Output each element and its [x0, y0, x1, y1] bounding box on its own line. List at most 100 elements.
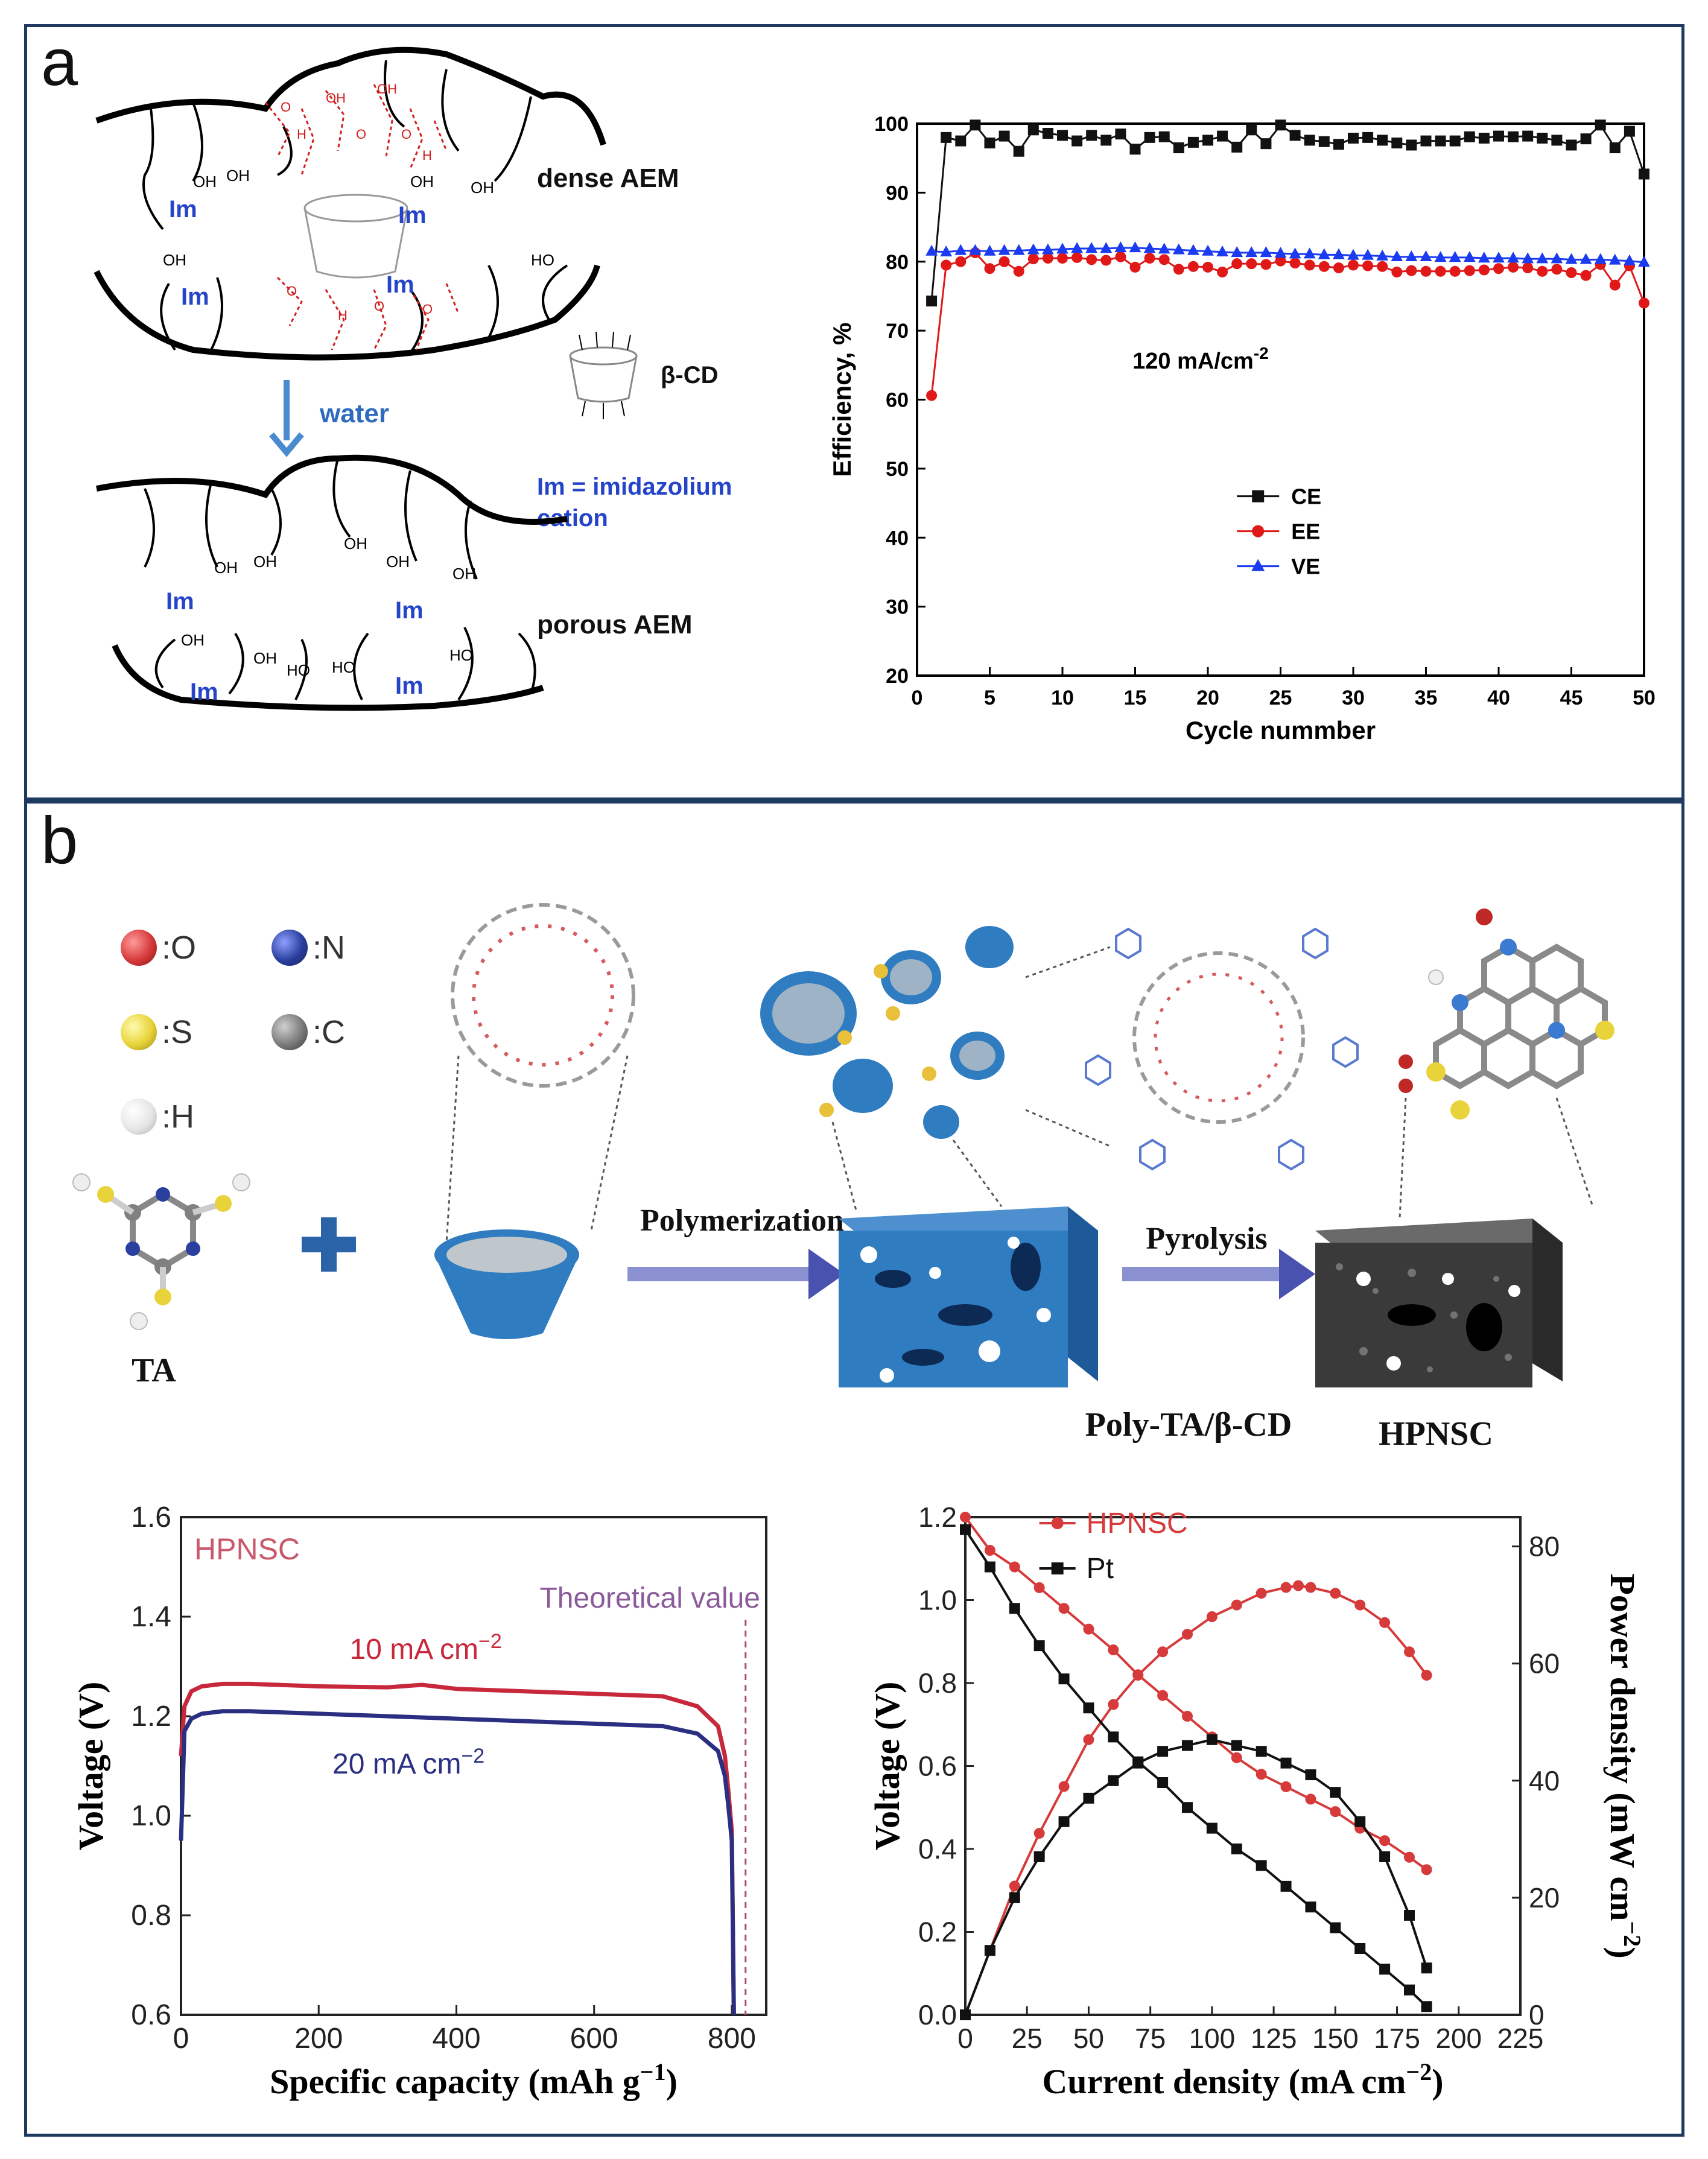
- im-label: Im: [181, 284, 209, 310]
- data-point-pt-power: [1033, 1851, 1045, 1862]
- data-point-pt-power: [1009, 1892, 1020, 1903]
- data-point-hpnsc: [984, 1545, 995, 1556]
- data-point-ce: [1493, 130, 1504, 142]
- y-axis-label: Voltage (V): [71, 1682, 110, 1851]
- o-label: O: [281, 100, 291, 115]
- data-point-ee: [1609, 279, 1621, 291]
- data-point-ee: [1231, 258, 1243, 270]
- atom-legend: :O :N :S :C :H: [121, 929, 434, 1170]
- y2-tick-label: 20: [1529, 1882, 1560, 1913]
- plot-frame: [964, 1516, 1522, 2016]
- data-point-pt-power: [1256, 1746, 1267, 1757]
- legend-label-pt: Pt: [1087, 1553, 1114, 1585]
- data-point-ee: [1057, 253, 1068, 264]
- h-label: H: [297, 127, 306, 142]
- data-point-ce: [970, 119, 981, 131]
- x-tick-label: 5: [984, 686, 995, 709]
- s-atom-icon: [121, 1014, 157, 1050]
- y2-tick-label: 0: [1529, 1999, 1545, 2031]
- x-tick-label: 45: [1560, 686, 1583, 709]
- data-point-pt: [1083, 1702, 1094, 1714]
- data-point-ee: [1406, 265, 1417, 276]
- data-point-hpnsc: [1421, 1864, 1432, 1875]
- data-point-pt-power: [1206, 1734, 1218, 1745]
- data-point-ve: [1158, 243, 1170, 254]
- data-point-ce: [1333, 139, 1344, 150]
- pyrolysis-arrow: [1122, 1249, 1315, 1299]
- dense-aem-boundary-top: [95, 46, 606, 146]
- data-point-pt-power: [984, 1945, 995, 1956]
- data-point-ve: [998, 244, 1011, 255]
- data-point-ee: [1464, 265, 1475, 276]
- legend-label-hpnsc: HPNSC: [1087, 1507, 1188, 1539]
- data-point-pt-power: [1379, 1851, 1391, 1862]
- x-tick-label: 15: [1124, 686, 1147, 709]
- data-point-pt-power: [1354, 1816, 1366, 1827]
- data-point-pt: [1108, 1731, 1119, 1743]
- data-point-ce: [1158, 131, 1170, 142]
- data-point-ve: [1420, 250, 1432, 261]
- data-point-hpnsc-power: [1231, 1599, 1242, 1611]
- data-point-pt: [1404, 1984, 1415, 1996]
- plus-icon: [302, 1217, 356, 1272]
- data-point-pt: [1354, 1943, 1366, 1954]
- data-point-ce: [1071, 135, 1083, 147]
- porous-aem-label: porous AEM: [537, 610, 692, 639]
- data-point-pt: [1421, 2001, 1432, 2012]
- data-point-ve: [1638, 256, 1650, 267]
- x-axis-label: Current density (mA cm−2): [1042, 2058, 1443, 2101]
- plot-frame: [180, 1516, 767, 2016]
- data-point-ce: [1042, 128, 1053, 139]
- data-point-ve: [1187, 244, 1199, 255]
- data-point-pt-power: [1421, 1962, 1432, 1974]
- data-point-ee: [1304, 259, 1315, 271]
- legend-n-label: :N: [313, 930, 345, 966]
- data-point-ce: [1624, 125, 1635, 137]
- data-point-ce: [941, 132, 952, 143]
- oh-label: OH: [163, 251, 186, 269]
- data-point-ee: [1566, 267, 1577, 279]
- data-point-ce: [1289, 130, 1301, 141]
- data-point-ce: [1420, 135, 1432, 147]
- data-point-ee: [1449, 265, 1461, 277]
- x-tick-label: 30: [1342, 686, 1365, 709]
- hpnsc-label: HPNSC: [1379, 1415, 1493, 1453]
- legend-s-label: :S: [162, 1014, 193, 1050]
- data-point-ce: [1318, 136, 1330, 147]
- cd-top-rim: [303, 194, 408, 223]
- o-atom-icon: [121, 930, 157, 966]
- o-label: O: [422, 302, 433, 317]
- data-point-pt: [1379, 1964, 1391, 1975]
- data-point-pt: [1157, 1777, 1169, 1788]
- x-tick-label: 25: [1269, 686, 1292, 709]
- data-point-ve: [1274, 247, 1287, 258]
- oh-label: OH: [214, 559, 238, 577]
- data-point-hpnsc-power: [1404, 1646, 1415, 1658]
- porous-aem-boundary-bottom: [112, 644, 544, 711]
- y-tick-label: 1.0: [131, 1800, 171, 1832]
- im-label: Im: [395, 673, 424, 699]
- y-tick-label: 0.8: [131, 1900, 171, 1932]
- data-point-ve: [1042, 243, 1054, 255]
- data-point-ve: [1318, 248, 1330, 259]
- data-point-ee: [1187, 261, 1199, 272]
- data-point-pt-power: [1182, 1740, 1193, 1751]
- data-point-hpnsc: [1157, 1690, 1169, 1701]
- data-point-hpnsc-power: [1108, 1699, 1119, 1710]
- data-point-ee: [1086, 254, 1097, 265]
- data-point-hpnsc-power: [1182, 1629, 1193, 1640]
- y-tick-label: 90: [886, 182, 909, 204]
- oh-label: OH: [344, 534, 367, 553]
- data-point-ee: [1551, 264, 1563, 275]
- data-point-ve: [925, 244, 938, 256]
- x-tick-label: 50: [1073, 2023, 1104, 2054]
- x-tick-label: 200: [1435, 2023, 1482, 2054]
- y-tick-label: 1.6: [131, 1501, 171, 1533]
- data-point-ve: [1071, 242, 1083, 253]
- plot-frame: [916, 122, 1645, 677]
- data-point-ve: [1624, 254, 1636, 265]
- data-point-ce: [1464, 131, 1475, 142]
- oh-label: OH: [452, 565, 476, 583]
- x-tick-label: 175: [1374, 2023, 1420, 2054]
- data-point-hpnsc: [960, 1512, 971, 1523]
